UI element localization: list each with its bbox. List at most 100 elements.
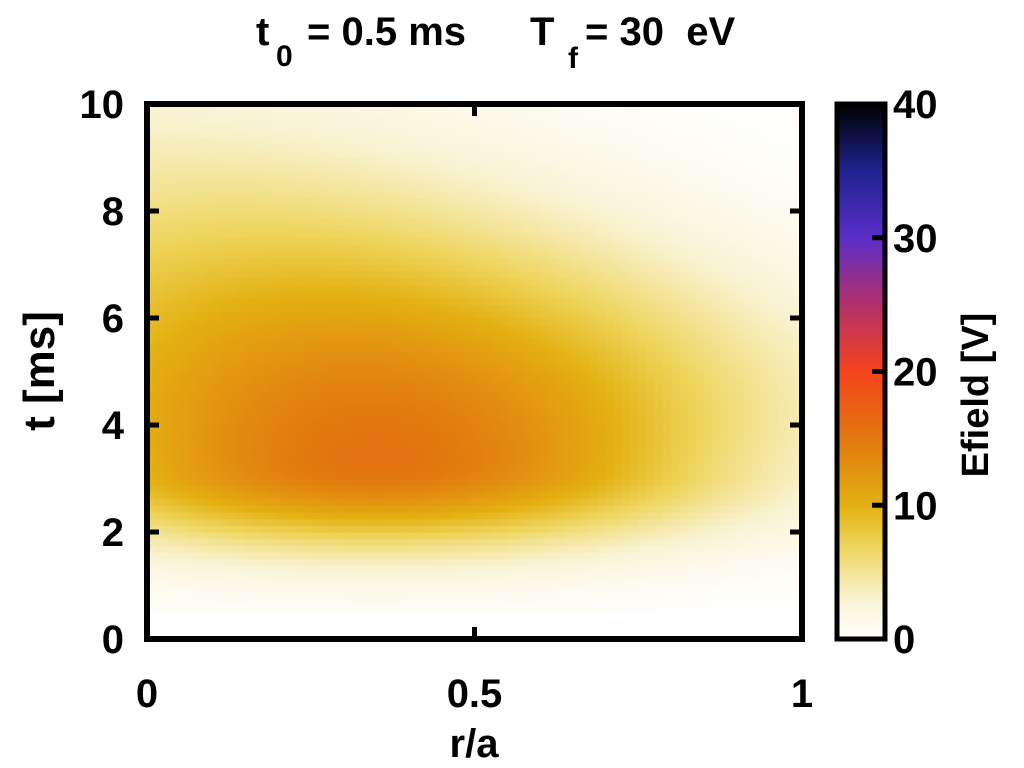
heatmap-cell — [466, 545, 476, 553]
heatmap-cell — [605, 511, 615, 520]
heatmap-cell — [376, 358, 386, 366]
heatmap-cell — [654, 271, 664, 279]
heatmap-cell — [228, 458, 238, 466]
heatmap-cell — [220, 364, 230, 373]
heatmap-cell — [384, 618, 394, 627]
heatmap-cell — [605, 398, 615, 406]
heatmap-cell — [564, 384, 574, 393]
heatmap-cell — [310, 478, 320, 486]
heatmap-cell — [409, 498, 418, 506]
heatmap-cell — [654, 565, 664, 573]
heatmap-cell — [220, 578, 230, 587]
heatmap-cell — [433, 592, 443, 600]
heatmap-cell — [237, 231, 246, 239]
heatmap-cell — [302, 358, 312, 366]
heatmap-cell — [580, 411, 590, 419]
heatmap-cell — [212, 411, 222, 419]
heatmap-cell — [761, 532, 770, 540]
heatmap-cell — [654, 318, 664, 326]
heatmap-cell — [163, 291, 173, 299]
heatmap-cell — [204, 425, 214, 433]
heatmap-cell — [613, 585, 623, 593]
heatmap-cell — [662, 391, 672, 399]
heatmap-cell — [327, 264, 336, 272]
heatmap-cell — [482, 458, 492, 466]
heatmap-cell — [163, 344, 173, 353]
heatmap-cell — [466, 491, 476, 500]
heatmap-cell — [580, 518, 590, 526]
heatmap-cell — [654, 257, 664, 266]
heatmap-cell — [441, 318, 451, 326]
heatmap-cell — [212, 505, 222, 513]
heatmap-cell — [531, 618, 541, 627]
heatmap-cell — [343, 538, 353, 546]
heatmap-cell — [769, 418, 779, 426]
heatmap-cell — [499, 237, 508, 246]
heatmap-cell — [654, 491, 664, 500]
heatmap-cell — [278, 592, 287, 600]
heatmap-cell — [515, 338, 525, 346]
heatmap-cell — [662, 271, 672, 279]
heatmap-cell — [449, 364, 459, 373]
heatmap-cell — [187, 585, 197, 593]
heatmap-cell — [400, 451, 410, 460]
heatmap-cell — [147, 418, 156, 426]
heatmap-cell — [556, 338, 566, 346]
heatmap-cell — [278, 344, 287, 353]
heatmap-cell — [490, 438, 500, 446]
heatmap-cell — [466, 438, 476, 446]
heatmap-cell — [744, 264, 754, 272]
heatmap-cell — [335, 318, 345, 326]
heatmap-cell — [187, 338, 197, 346]
heatmap-cell — [679, 445, 688, 453]
heatmap-cell — [638, 338, 648, 346]
heatmap-cell — [703, 445, 713, 453]
heatmap-cell — [531, 351, 541, 359]
heatmap-cell — [474, 231, 484, 239]
heatmap-cell — [605, 378, 615, 386]
heatmap-cell — [482, 585, 492, 593]
heatmap-cell — [507, 244, 517, 252]
heatmap-cell — [687, 371, 697, 379]
heatmap-cell — [449, 498, 459, 506]
heatmap-cell — [482, 271, 492, 279]
heatmap-cell — [720, 511, 729, 520]
heatmap-cell — [253, 324, 263, 332]
heatmap-cell — [163, 612, 173, 620]
heatmap-cell — [556, 237, 566, 246]
heatmap-cell — [187, 565, 197, 573]
heatmap-cell — [400, 331, 410, 339]
heatmap-cell — [327, 411, 336, 419]
heatmap-cell — [425, 498, 435, 506]
heatmap-cell — [163, 231, 173, 239]
heatmap-cell — [286, 264, 295, 272]
heatmap-cell — [343, 264, 353, 272]
heatmap-cell — [466, 485, 476, 493]
heatmap-cell — [507, 518, 517, 526]
heatmap-cell — [769, 411, 779, 419]
heatmap-cell — [638, 592, 648, 600]
heatmap-cell — [785, 231, 795, 239]
heatmap-cell — [613, 438, 623, 446]
heatmap-cell — [220, 625, 230, 633]
heatmap-cell — [785, 251, 795, 259]
heatmap-cell — [245, 291, 255, 299]
heatmap-cell — [294, 284, 304, 292]
heatmap-cell — [433, 331, 443, 339]
heatmap-cell — [556, 358, 566, 366]
heatmap-cell — [564, 598, 574, 607]
heatmap-cell — [147, 311, 156, 319]
heatmap-cell — [720, 257, 729, 266]
heatmap-cell — [703, 552, 713, 560]
heatmap-cell — [572, 378, 582, 386]
heatmap-cell — [507, 578, 517, 587]
heatmap-cell — [335, 605, 345, 613]
heatmap-cell — [711, 565, 721, 573]
heatmap-cell — [744, 552, 754, 560]
heatmap-cell — [646, 297, 656, 306]
heatmap-cell — [769, 612, 779, 620]
heatmap-cell — [220, 411, 230, 419]
heatmap-cell — [376, 598, 386, 607]
heatmap-cell — [368, 318, 377, 326]
heatmap-cell — [523, 271, 533, 279]
